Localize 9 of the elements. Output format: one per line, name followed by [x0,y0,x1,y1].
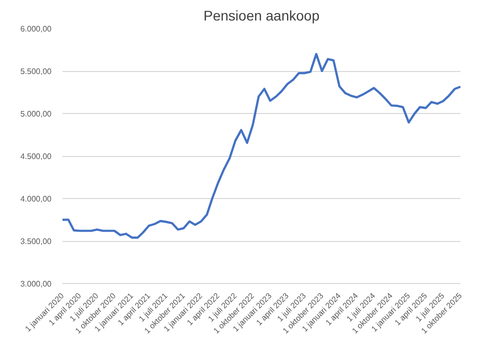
chart-title: Pensioen aankoop [204,8,320,24]
y-tick-label: 5.500,00 [20,67,52,76]
y-tick-label: 4.000,00 [20,194,52,204]
line-series [62,52,460,239]
y-tick-label: 3.500,00 [20,237,52,246]
y-tick-label: 4.500,00 [20,152,52,161]
y-tick-label: 6.000,00 [20,24,52,34]
y-tick-label: 3.000,00 [20,280,52,288]
y-tick-label: 5.000,00 [20,110,52,118]
